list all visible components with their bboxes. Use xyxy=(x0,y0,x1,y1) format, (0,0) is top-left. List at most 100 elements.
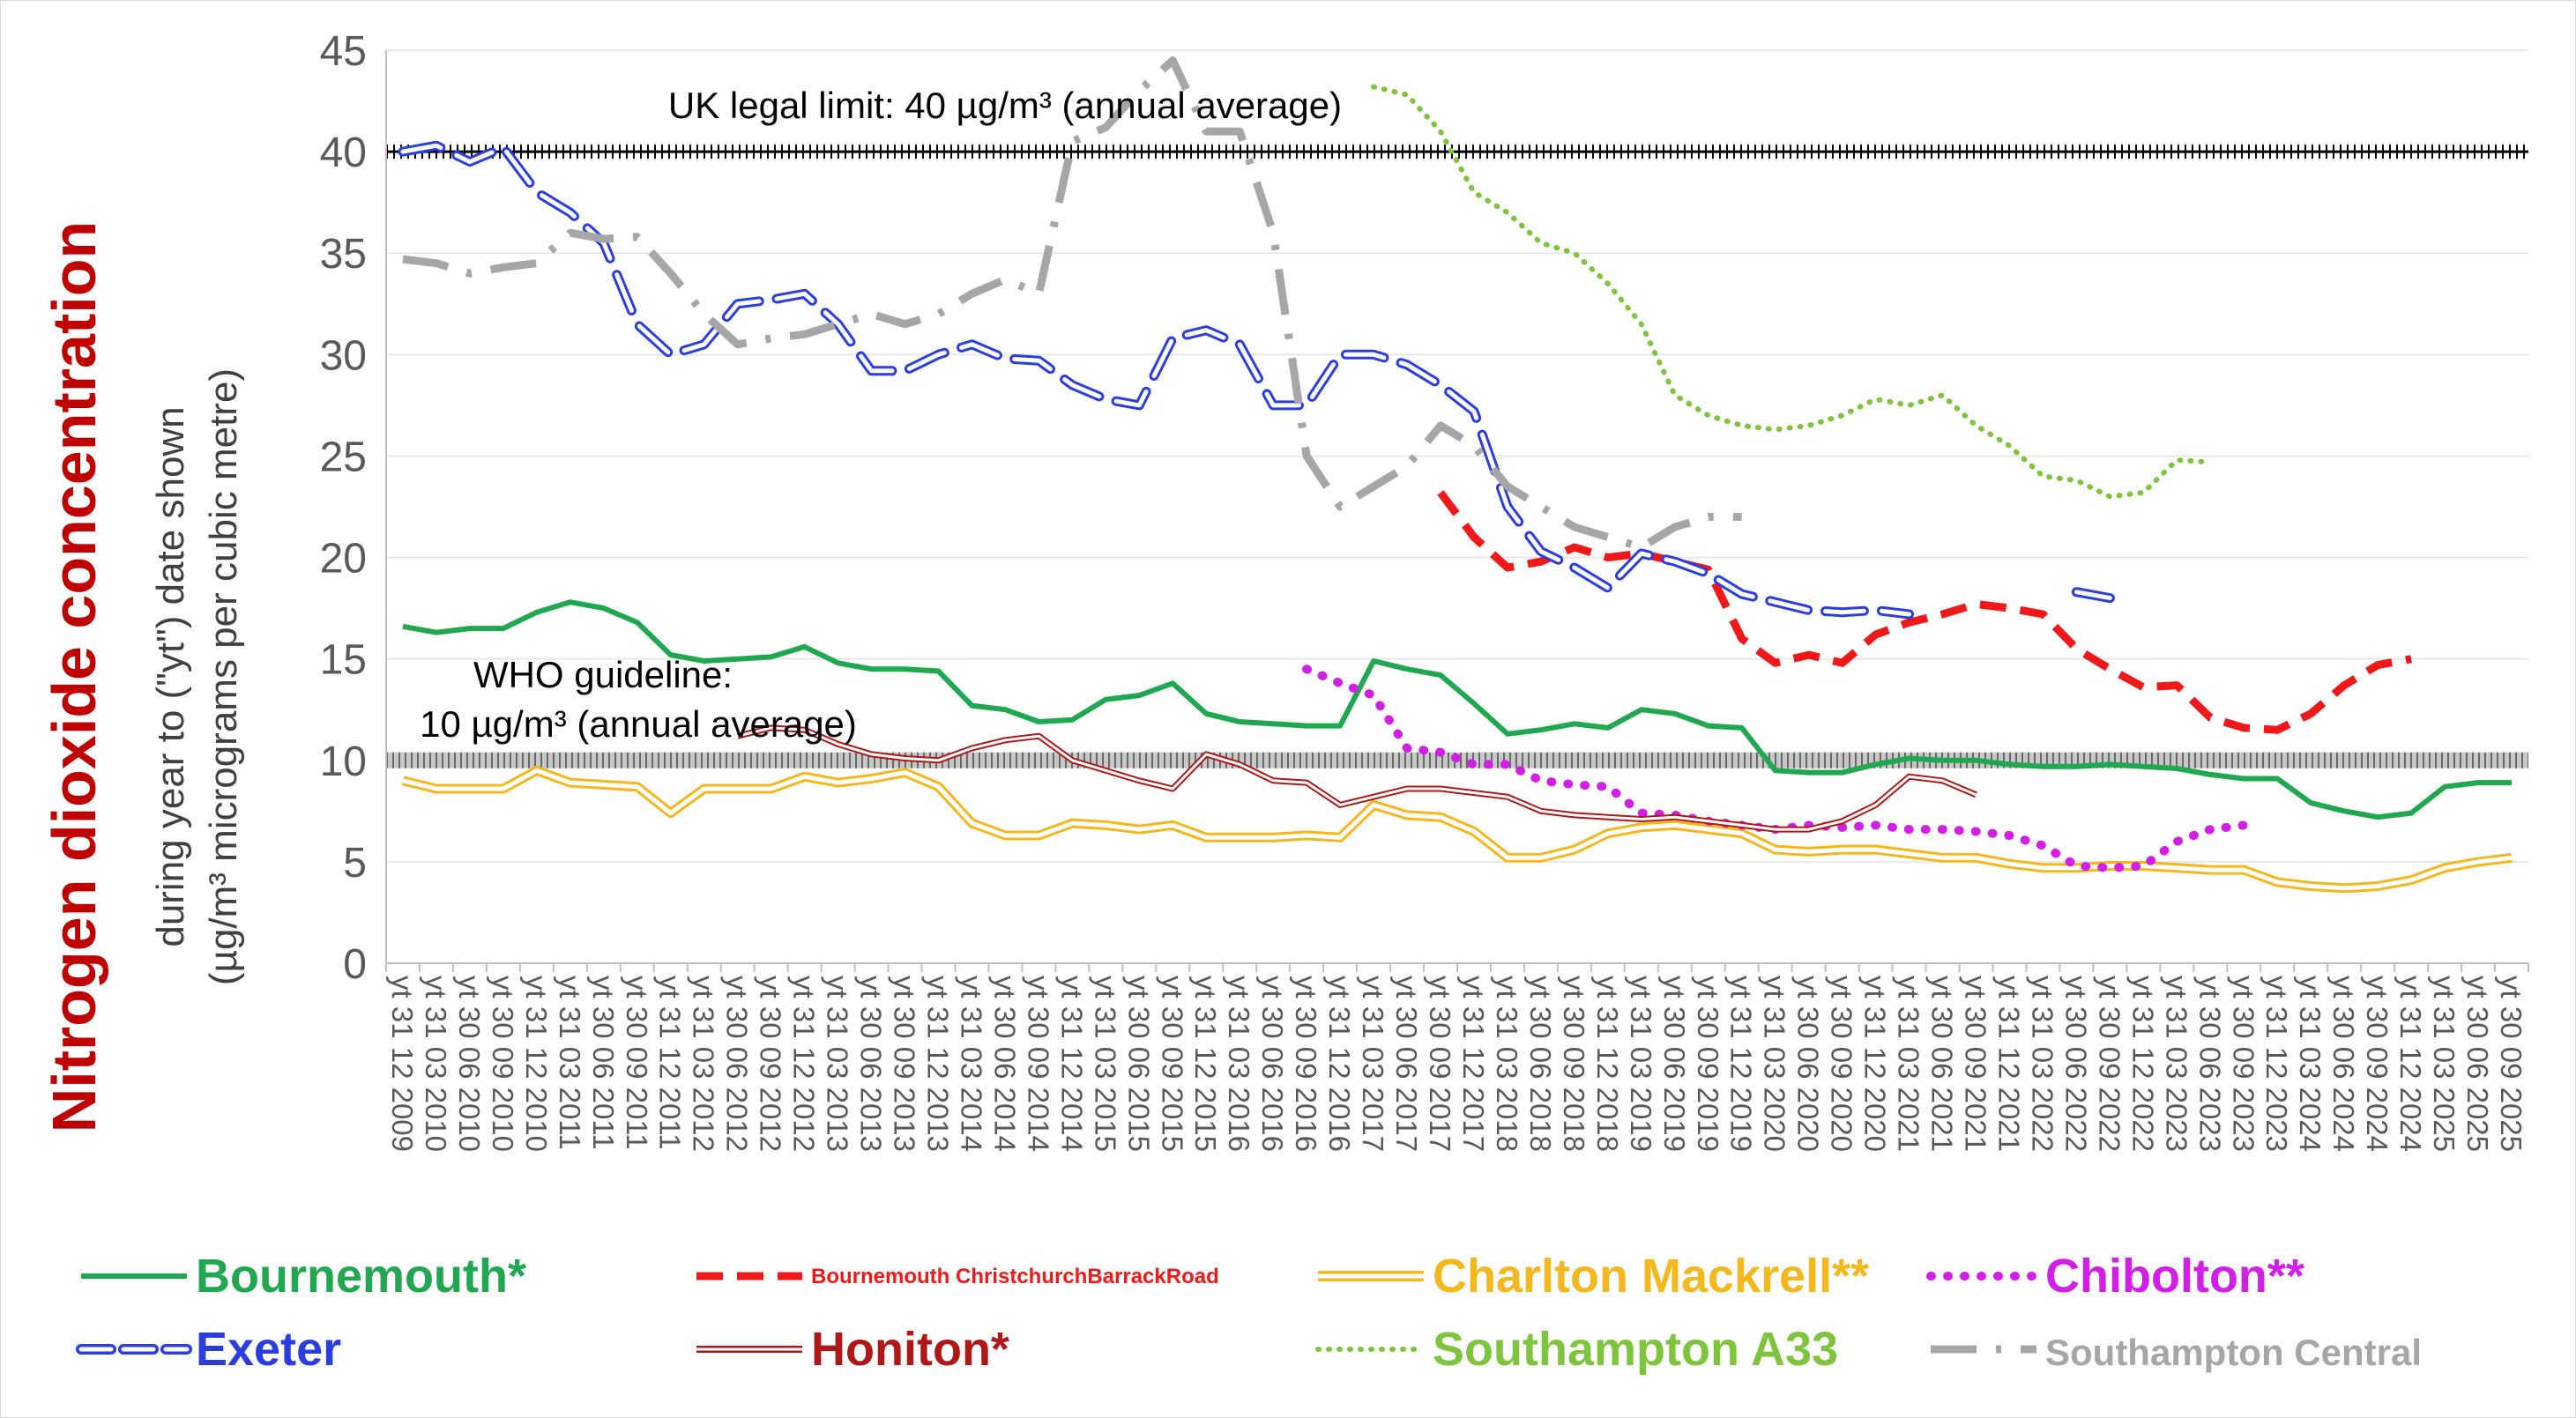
x-tick-label: yt 30 09 2024 xyxy=(2361,976,2394,1152)
legend: Bournemouth* Bournemouth ChristchurchBarr… xyxy=(76,1250,2422,1376)
x-tick-label: yt 30 09 2018 xyxy=(1558,976,1590,1152)
x-tick-label: yt 30 09 2015 xyxy=(1156,976,1188,1152)
y-tick-label: 20 xyxy=(320,536,367,583)
x-tick-label: yt 31 12 2022 xyxy=(2126,976,2159,1152)
legend-label: Exeter xyxy=(196,1323,341,1376)
x-tick-label: yt 31 12 2019 xyxy=(1725,976,1758,1152)
x-tick-label: yt 30 09 2021 xyxy=(1960,976,1992,1152)
x-tick-label: yt 30 09 2013 xyxy=(889,976,921,1152)
x-tick-label: yt 31 03 2017 xyxy=(1357,976,1389,1152)
x-tick-label: yt 31 03 2024 xyxy=(2294,976,2327,1152)
x-tick-label: yt 31 03 2015 xyxy=(1089,976,1121,1152)
y-axis-subtitle-1-group: during year to ("yt") date shown xyxy=(149,406,192,947)
legend-label: Honiton* xyxy=(811,1323,1009,1376)
x-tick-label: yt 31 12 2012 xyxy=(788,976,821,1152)
who-guideline-label-line2: 10 µg/m³ (annual average) xyxy=(420,703,857,745)
y-tick-label: 15 xyxy=(320,637,367,684)
x-tick-label: yt 31 12 2024 xyxy=(2394,976,2427,1152)
y-tick-label: 25 xyxy=(320,434,367,480)
axes xyxy=(385,50,2529,972)
x-tick-label: yt 30 06 2019 xyxy=(1658,976,1691,1152)
series-line-southampton-a33 xyxy=(1371,84,2214,500)
x-tick-label: yt 31 12 2017 xyxy=(1457,976,1490,1152)
legend-label: Southampton A33 xyxy=(1433,1323,1838,1376)
x-tick-label: yt 30 09 2010 xyxy=(487,976,519,1152)
x-tick-label: yt 30 09 2014 xyxy=(1022,976,1054,1152)
y-tick-labels: 0 5 10 15 20 25 30 35 40 45 xyxy=(320,28,367,988)
series-line-honiton-inner xyxy=(737,726,1977,831)
series-line-exeter-inner xyxy=(400,143,1912,617)
x-tick-label: yt 30 06 2020 xyxy=(1792,976,1825,1152)
y-axis-subtitle-2: (µg/m³ micrograms per cubic metre) xyxy=(202,368,245,985)
x-tick-label: yt 31 12 2018 xyxy=(1591,976,1624,1152)
x-tick-label: yt 30 09 2011 xyxy=(621,976,653,1150)
x-tick-labels: yt 31 12 2009 yt 31 03 2010 yt 30 06 2010 y… xyxy=(386,976,2528,1152)
x-tick-label: yt 31 12 2014 xyxy=(1055,976,1088,1152)
legend-label: Southampton Central xyxy=(2045,1332,2422,1373)
x-tick-label: yt 30 06 2015 xyxy=(1122,976,1155,1152)
x-tick-label: yt 30 09 2019 xyxy=(1692,976,1724,1152)
x-tick-label: yt 30 09 2012 xyxy=(755,976,787,1152)
x-tick-label: yt 30 06 2021 xyxy=(1926,976,1959,1152)
who-guideline-label-line1: WHO guideline: xyxy=(473,654,733,695)
x-tick-label: yt 31 03 2019 xyxy=(1625,976,1657,1152)
y-tick-label: 40 xyxy=(320,130,367,176)
legend-label: Charlton Mackrell** xyxy=(1433,1250,1869,1303)
x-tick-label: yt 31 03 2022 xyxy=(2027,976,2059,1152)
x-tick-label: yt 30 09 2025 xyxy=(2495,976,2528,1152)
y-axis-subtitle-1: during year to ("yt") date shown xyxy=(149,406,192,947)
legend-label: Chibolton** xyxy=(2045,1250,2304,1303)
series-line-bournemouth-christchurchbarrackroad xyxy=(1437,490,2412,734)
x-tick-label: yt 31 12 2009 xyxy=(386,976,419,1152)
x-tick-label: yt 30 06 2017 xyxy=(1390,976,1423,1152)
x-tick-label: yt 30 06 2016 xyxy=(1256,976,1289,1152)
y-tick-label: 10 xyxy=(320,739,367,785)
x-tick-label: yt 31 12 2013 xyxy=(922,976,955,1152)
x-tick-label: yt 31 03 2025 xyxy=(2428,976,2461,1152)
x-tick-label: yt 31 03 2010 xyxy=(420,976,452,1152)
x-tick-label: yt 31 03 2012 xyxy=(688,976,720,1152)
x-tick-label: yt 31 12 2015 xyxy=(1189,976,1222,1152)
x-tick-label: yt 30 09 2017 xyxy=(1424,976,1456,1152)
x-tick-label: yt 31 03 2021 xyxy=(1893,976,1925,1152)
x-tick-label: yt 31 12 2010 xyxy=(520,976,553,1152)
series-line-exeter-inner xyxy=(2073,590,2112,601)
x-tick-label: yt 30 06 2013 xyxy=(855,976,888,1152)
x-tick-label: yt 30 06 2010 xyxy=(453,976,486,1152)
x-tick-label: yt 31 03 2018 xyxy=(1491,976,1523,1152)
x-tick-label: yt 31 12 2023 xyxy=(2260,976,2293,1152)
x-tick-label: yt 30 09 2023 xyxy=(2227,976,2260,1152)
x-tick-label: yt 31 12 2011 xyxy=(654,976,687,1150)
x-tick-label: yt 31 03 2013 xyxy=(822,976,854,1152)
x-tick-label: yt 31 03 2023 xyxy=(2160,976,2193,1152)
x-tick-label: yt 30 06 2011 xyxy=(587,976,620,1150)
y-axis-title-group: Nitrogen dioxide concentration xyxy=(40,221,108,1133)
x-tick-label: yt 31 03 2011 xyxy=(554,976,586,1150)
x-tick-label: yt 30 06 2012 xyxy=(721,976,754,1152)
x-tick-label: yt 30 06 2014 xyxy=(988,976,1021,1152)
x-tick-label: yt 31 12 2021 xyxy=(1993,976,2026,1152)
x-tick-label: yt 30 09 2020 xyxy=(1826,976,1858,1152)
legend-label: Bournemouth* xyxy=(196,1250,526,1303)
y-tick-label: 35 xyxy=(320,231,367,278)
series-line-southampton-central xyxy=(402,56,1742,552)
y-tick-label: 5 xyxy=(343,840,367,887)
uk-limit-label: UK legal limit: 40 µg/m³ (annual average… xyxy=(668,85,1342,126)
legend-label: Bournemouth ChristchurchBarrackRoad xyxy=(811,1265,1219,1288)
x-tick-label: yt 31 12 2020 xyxy=(1859,976,1892,1152)
y-axis-subtitle-2-group: (µg/m³ micrograms per cubic metre) xyxy=(202,368,245,985)
x-tick-label: yt 31 12 2016 xyxy=(1323,976,1356,1152)
x-tick-label: yt 30 06 2023 xyxy=(2193,976,2226,1152)
x-tick-label: yt 30 09 2016 xyxy=(1290,976,1322,1152)
series-line-bournemouth xyxy=(402,599,2512,820)
x-tick-label: yt 30 06 2018 xyxy=(1524,976,1557,1152)
series-line-charlton-mackrell-inner xyxy=(402,768,2513,891)
y-tick-label: 45 xyxy=(320,28,367,75)
x-tick-label: yt 31 03 2016 xyxy=(1223,976,1255,1152)
y-axis-title: Nitrogen dioxide concentration xyxy=(40,221,108,1133)
x-tick-label: yt 31 03 2020 xyxy=(1759,976,1791,1152)
x-tick-label: yt 30 06 2025 xyxy=(2461,976,2494,1152)
x-tick-label: yt 30 06 2024 xyxy=(2327,976,2360,1152)
x-tick-label: yt 30 06 2022 xyxy=(2059,976,2092,1152)
